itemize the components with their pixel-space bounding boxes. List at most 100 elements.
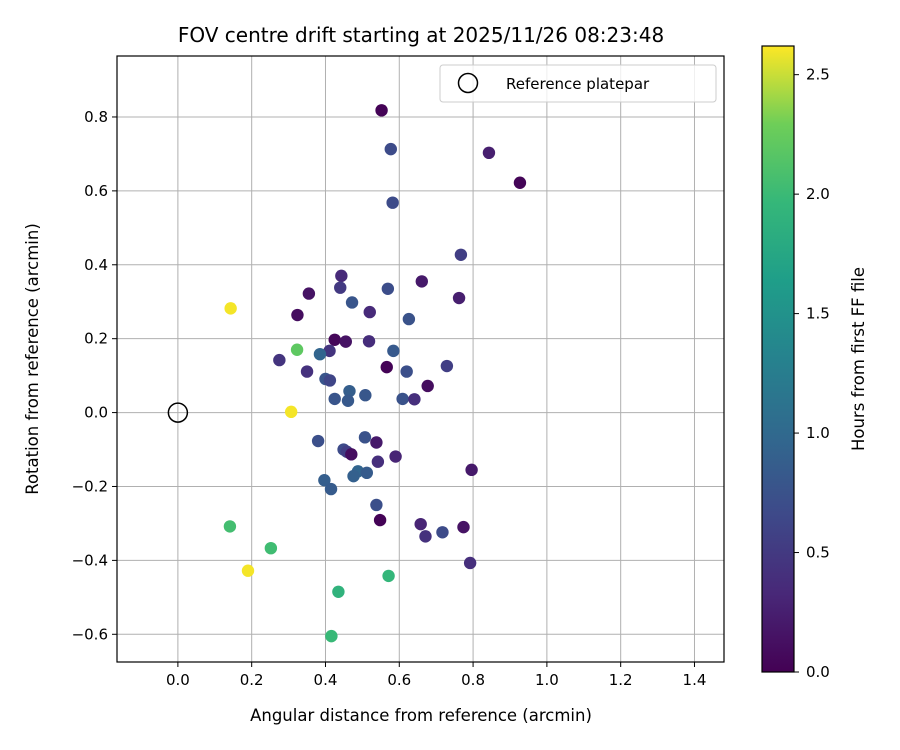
- scatter-point: [273, 353, 286, 367]
- scatter-point: [300, 365, 314, 378]
- y-axis-label: Rotation from reference (arcmin): [23, 223, 42, 495]
- legend: Reference platepar: [439, 64, 717, 103]
- x-tick-label: 1.4: [683, 671, 707, 689]
- reference-marker: [167, 402, 189, 423]
- scatter-point: [323, 344, 336, 358]
- x-tick-label: 0.6: [387, 671, 411, 689]
- scatter-point: [421, 379, 434, 393]
- chart-title: FOV centre drift starting at 2025/11/26 …: [178, 23, 664, 47]
- scatter-point: [362, 335, 376, 348]
- scatter-point: [290, 343, 304, 356]
- scatter-point: [339, 335, 352, 348]
- scatter-point: [371, 455, 385, 468]
- scatter-point: [358, 431, 372, 444]
- y-tick-label: 0.8: [84, 108, 108, 126]
- x-tick-label: 0.8: [461, 671, 485, 689]
- scatter-point: [264, 541, 278, 555]
- scatter-point: [318, 474, 331, 487]
- colorbar-gradient: [761, 45, 795, 673]
- scatter-point: [452, 291, 466, 305]
- scatter-point: [324, 482, 338, 496]
- x-tick-label: 0.2: [240, 671, 264, 689]
- scatter-point: [381, 282, 395, 295]
- x-tick-label: 1.2: [609, 671, 633, 689]
- scatter-point: [400, 365, 413, 378]
- legend-box: [439, 64, 717, 103]
- scatter-point: [343, 384, 356, 398]
- x-tick-label: 1.0: [535, 671, 559, 689]
- y-tick-label: 0.4: [84, 256, 108, 274]
- scatter-point: [389, 450, 402, 463]
- scatter-point: [360, 466, 374, 480]
- scatter-point: [414, 517, 427, 531]
- scatter-point: [345, 296, 359, 309]
- scatter-point: [313, 347, 327, 361]
- scatter-point: [384, 142, 397, 156]
- plot-area: [117, 56, 724, 662]
- scatter-point: [380, 360, 393, 374]
- scatter-point: [382, 569, 395, 583]
- y-tick-label: 0.6: [84, 182, 108, 200]
- scatter-point: [419, 530, 432, 543]
- scatter-point: [396, 392, 409, 406]
- scatter-point: [284, 405, 298, 419]
- y-tick-label: −0.2: [72, 477, 108, 495]
- x-tick-label: 0.0: [166, 671, 190, 689]
- scatter-point: [311, 434, 325, 448]
- x-tick-label: 0.4: [314, 671, 338, 689]
- scatter-point: [436, 526, 449, 539]
- scatter-point: [457, 520, 470, 534]
- scatter-point: [513, 176, 527, 189]
- y-tick-label: −0.6: [72, 625, 108, 643]
- grid: [117, 56, 724, 662]
- y-tick-label: 0.0: [84, 404, 108, 422]
- x-axis-ticks: 0.0 0.2 0.4 0.6 0.8 1.0 1.2 1.4: [166, 662, 706, 689]
- scatter-point: [415, 275, 428, 288]
- y-tick-label: 0.2: [84, 330, 108, 348]
- legend-label: Reference platepar: [506, 75, 650, 93]
- scatter-point: [454, 248, 468, 261]
- scatter-points: [223, 104, 527, 643]
- scatter-point: [363, 305, 376, 319]
- scatter-point: [224, 302, 237, 315]
- scatter-point: [291, 308, 304, 322]
- scatter-point: [482, 146, 496, 160]
- scatter-point: [325, 629, 338, 643]
- scatter-point: [347, 469, 360, 483]
- scatter-point: [408, 393, 421, 406]
- scatter-point: [335, 269, 348, 283]
- colorbar-tick-label: 2.5: [806, 66, 830, 84]
- scatter-point: [370, 498, 383, 512]
- scatter-point: [463, 556, 477, 570]
- scatter-point: [373, 513, 387, 527]
- scatter-point: [359, 389, 372, 402]
- y-axis-ticks: −0.6 −0.4 −0.2 0.0 0.2 0.4 0.6 0.8: [72, 108, 117, 643]
- scatter-point: [328, 392, 341, 406]
- scatter-point: [341, 394, 355, 407]
- scatter-point: [332, 585, 345, 598]
- y-tick-label: −0.4: [72, 551, 108, 569]
- scatter-point: [328, 333, 341, 346]
- scatter-point: [370, 436, 383, 449]
- colorbar-tick-label: 1.0: [806, 424, 830, 442]
- colorbar-tick-label: 0.5: [806, 544, 830, 562]
- scatter-point: [375, 104, 388, 117]
- scatter-point: [302, 287, 316, 300]
- scatter-point: [402, 312, 416, 326]
- x-axis-label: Angular distance from reference (arcmin): [250, 706, 592, 725]
- scatter-point: [465, 463, 478, 477]
- plot-frame: [116, 55, 725, 663]
- scatter-point: [440, 359, 454, 373]
- colorbar-tick-label: 0.0: [806, 663, 830, 681]
- scatter-point: [386, 196, 399, 209]
- reference-platepar-point: [167, 402, 189, 423]
- legend-marker-icon: [457, 72, 479, 94]
- colorbar-label: Hours from first FF file: [849, 267, 868, 451]
- scatter-point: [387, 344, 400, 358]
- scatter-point: [241, 564, 255, 577]
- colorbar-ticks: 0.0 0.5 1.0 1.5 2.0 2.5: [794, 66, 830, 681]
- colorbar: 0.0 0.5 1.0 1.5 2.0 2.5 Hours from first FF f…: [761, 45, 868, 681]
- scatter-point: [323, 374, 337, 387]
- scatter-point: [334, 281, 347, 294]
